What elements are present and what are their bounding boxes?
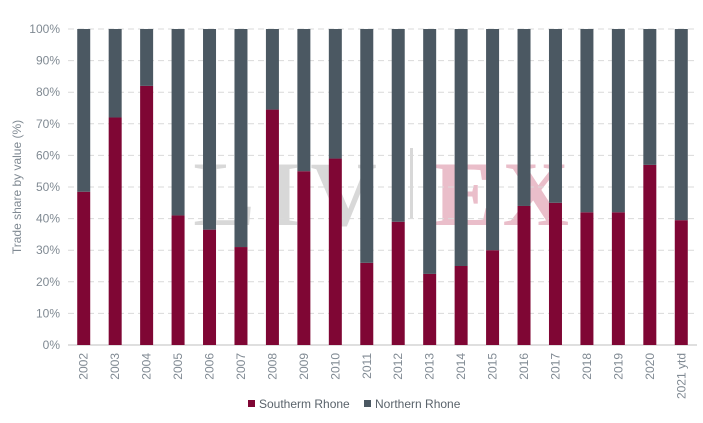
bar-southern-rhone [548,202,562,345]
x-tick-label: 2017 [548,353,562,380]
bar-southern-rhone [486,250,500,345]
y-tick-label: 40% [36,212,60,226]
y-axis: 0% 10% 20% 30% 40% 50% 60% 70% 80% 90% 100% [29,22,60,352]
bar-northern-rhone [580,29,594,213]
bar-southern-rhone [297,171,311,345]
y-tick-label: 50% [36,180,60,194]
bar-northern-rhone [171,29,185,216]
x-tick-label: 2016 [517,353,531,380]
bar-southern-rhone [328,158,342,345]
bar-southern-rhone [674,220,688,345]
bar-northern-rhone [108,29,122,118]
bar-northern-rhone [203,29,217,230]
bar-northern-rhone [328,29,342,159]
bar-southern-rhone [140,85,154,345]
bar-northern-rhone [486,29,500,251]
x-tick-label: 2015 [486,353,500,380]
legend-swatch [364,400,371,407]
x-tick-label: 2003 [108,353,122,380]
bar-northern-rhone [517,29,531,206]
bar-northern-rhone [454,29,468,266]
bar-northern-rhone [297,29,311,172]
y-tick-label: 60% [36,148,60,162]
x-tick-label: 2012 [391,353,405,380]
bar-northern-rhone [548,29,562,203]
x-tick-label: 2007 [234,353,248,380]
x-tick-label: 2009 [297,353,311,380]
bar-northern-rhone [360,29,374,263]
bar-southern-rhone [360,262,374,345]
bar-southern-rhone [643,164,657,345]
watermark-liv-text: LIV [193,143,387,245]
y-tick-label: 30% [36,243,60,257]
bar-southern-rhone [171,215,185,345]
bar-northern-rhone [611,29,625,213]
bar-southern-rhone [423,273,437,345]
legend-label: Southerm Rhone [259,397,350,411]
bar-northern-rhone [643,29,657,165]
x-tick-label: 2019 [611,353,625,380]
bar-northern-rhone [674,29,688,221]
y-axis-title: Trade share by value (%) [10,120,24,254]
bar-northern-rhone [265,29,279,110]
gridlines [68,28,697,346]
x-tick-label: 2011 [360,353,374,379]
y-tick-label: 70% [36,117,60,131]
y-tick-label: 20% [36,275,60,289]
legend: Southerm Rhone Northern Rhone [248,397,461,411]
watermark-divider [410,148,413,218]
bar-northern-rhone [140,29,154,86]
x-tick-label: 2013 [423,353,437,380]
bar-northern-rhone [391,29,405,222]
y-tick-label: 80% [36,85,60,99]
x-tick-label: 2008 [265,353,279,380]
x-tick-label: 2006 [203,353,217,380]
legend-label: Northern Rhone [375,397,461,411]
bar-northern-rhone [77,29,91,192]
bar-southern-rhone [454,266,468,345]
bars [77,29,688,345]
x-tick-label: 2004 [140,353,154,380]
x-tick-label: 2018 [580,353,594,380]
bar-southern-rhone [108,117,122,345]
legend-swatch [248,400,255,407]
bar-southern-rhone [234,247,248,345]
bar-southern-rhone [611,212,625,345]
x-tick-label: 2020 [643,353,657,380]
bar-southern-rhone [203,229,217,345]
x-tick-label: 2021 ytd [674,353,688,399]
x-tick-label: 2010 [328,353,342,380]
bar-southern-rhone [77,191,91,345]
x-tick-label: 2014 [454,353,468,380]
bar-northern-rhone [423,29,437,274]
bar-southern-rhone [265,109,279,345]
x-axis: 2002 2003 2004 2005 2006 2007 2008 2009 2010 2011… [77,353,689,399]
bar-southern-rhone [580,212,594,345]
bar-northern-rhone [234,29,248,248]
y-tick-label: 0% [43,338,61,352]
x-tick-label: 2005 [171,353,185,380]
bar-southern-rhone [391,221,405,345]
bar-southern-rhone [517,205,531,345]
y-tick-label: 90% [36,54,60,68]
y-tick-label: 100% [29,22,60,36]
x-tick-label: 2002 [77,353,91,380]
y-tick-label: 10% [36,306,60,320]
